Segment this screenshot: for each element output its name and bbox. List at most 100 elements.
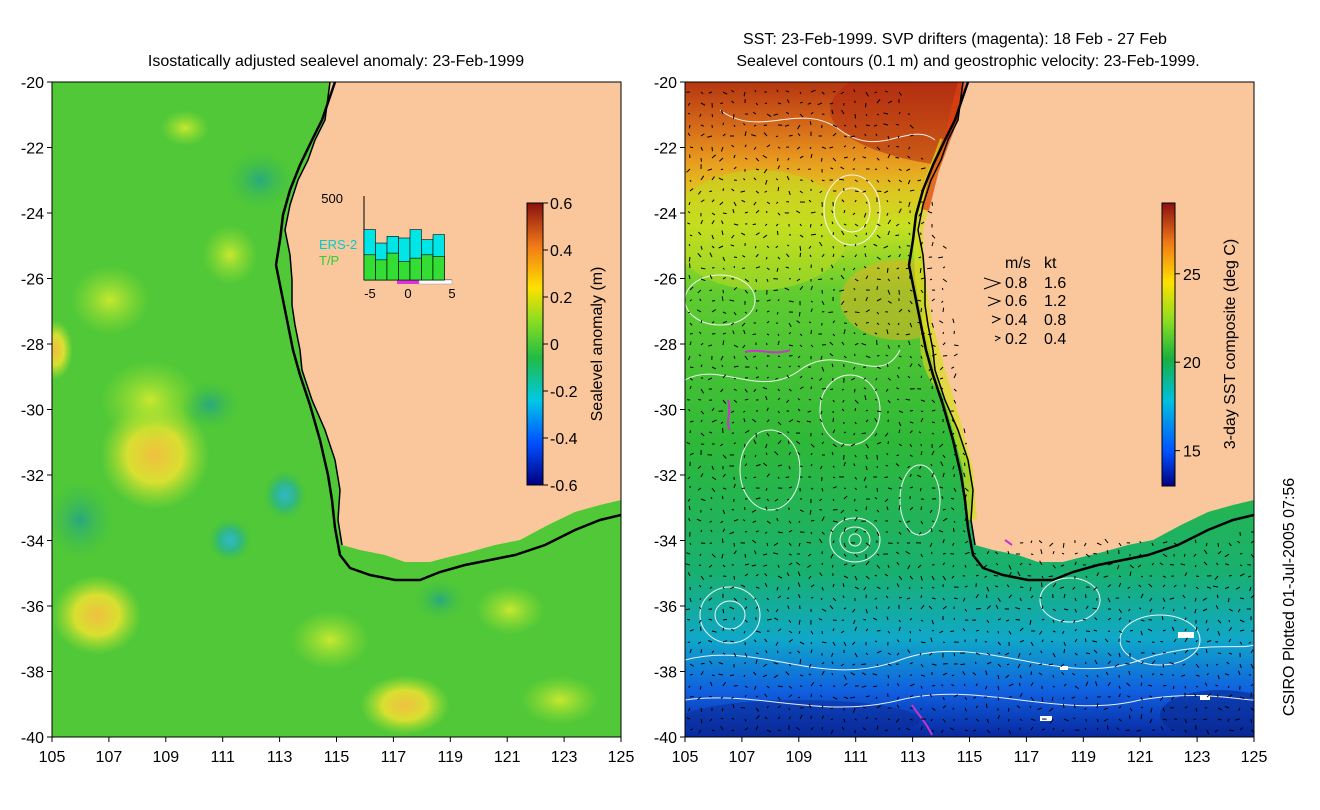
velocity-arrow <box>875 696 878 700</box>
velocity-arrow <box>942 705 947 709</box>
velocity-arrow <box>708 431 713 434</box>
velocity-arrow <box>929 652 933 656</box>
velocity-arrow <box>920 619 924 622</box>
velocity-arrow <box>1183 553 1186 557</box>
velocity-arrow <box>829 102 834 105</box>
velocity-arrow <box>854 718 857 721</box>
velocity-arrow <box>832 443 837 448</box>
lon-tick-label: 125 <box>608 749 635 766</box>
velocity-arrow <box>810 386 813 390</box>
velocity-arrow <box>818 538 823 544</box>
velocity-arrow <box>886 616 889 621</box>
velocity-arrow <box>1019 640 1024 643</box>
velocity-arrow <box>1107 562 1113 566</box>
velocity-arrow <box>920 307 923 313</box>
velocity-arrow <box>699 597 702 601</box>
lat-tick-label: -32 <box>21 468 44 485</box>
lon-tick-label: 107 <box>729 749 756 766</box>
velocity-arrow <box>843 156 848 159</box>
velocity-arrow <box>886 212 889 216</box>
velocity-arrow <box>830 718 834 721</box>
velocity-arrow <box>1008 630 1012 635</box>
velocity-arrow <box>821 179 825 182</box>
velocity-arrow <box>755 366 758 370</box>
velocity-arrow <box>1238 707 1241 711</box>
velocity-arrow <box>732 330 735 335</box>
velocity-arrow <box>909 421 914 424</box>
velocity-arrow <box>906 727 911 731</box>
velocity-arrow <box>718 662 724 665</box>
velocity-arrow <box>909 607 913 610</box>
velocity-arrow <box>808 703 812 709</box>
velocity-arrow <box>952 465 955 470</box>
velocity-arrow <box>876 553 880 556</box>
velocity-arrow <box>854 342 859 346</box>
velocity-arrow <box>773 113 779 116</box>
velocity-arrow <box>730 322 735 326</box>
velocity-arrow <box>710 508 713 511</box>
velocity-arrow <box>920 241 923 247</box>
velocity-arrow <box>887 255 892 258</box>
velocity-arrow <box>821 432 824 436</box>
velocity-arrow <box>1151 652 1155 655</box>
velocity-arrow <box>1140 619 1145 622</box>
velocity-arrow <box>774 451 779 456</box>
velocity-arrow <box>863 245 867 248</box>
velocity-arrow <box>1162 606 1165 610</box>
velocity-arrow <box>1030 595 1034 599</box>
velocity-arrow <box>708 640 713 643</box>
velocity-arrow <box>753 550 757 555</box>
velocity-arrow <box>810 487 814 490</box>
velocity-arrow <box>908 232 911 236</box>
velocity-arrow <box>689 673 693 676</box>
velocity-arrow <box>722 91 728 95</box>
velocity-arrow <box>788 520 792 524</box>
velocity-arrow <box>1194 608 1197 614</box>
velocity-arrow <box>887 606 890 610</box>
velocity-arrow <box>898 619 901 623</box>
velocity-arrow <box>786 99 790 104</box>
velocity-arrow <box>699 331 702 335</box>
velocity-arrow <box>818 618 823 621</box>
velocity-arrow <box>733 483 736 489</box>
velocity-arrow <box>898 208 902 214</box>
velocity-arrow <box>1140 696 1143 701</box>
velocity-arrow <box>788 322 792 328</box>
inset-xtick-right: 5 <box>448 286 455 301</box>
velocity-arrow <box>942 278 948 283</box>
velocity-arrow <box>1237 670 1241 676</box>
velocity-arrow <box>931 575 935 581</box>
velocity-arrow <box>865 575 870 580</box>
velocity-arrow <box>752 539 757 544</box>
lon-tick-label: 119 <box>438 749 464 766</box>
velocity-arrow <box>997 663 1002 668</box>
velocity-arrow <box>1228 619 1231 623</box>
velocity-arrow <box>1074 638 1078 643</box>
velocity-arrow <box>755 715 760 720</box>
velocity-arrow <box>1029 652 1032 656</box>
velocity-arrow <box>718 673 724 676</box>
velocity-arrow <box>719 201 724 206</box>
velocity-arrow <box>754 685 757 690</box>
velocity-arrow <box>687 102 691 106</box>
velocity-arrow <box>777 388 780 392</box>
velocity-arrow <box>898 505 901 511</box>
velocity-arrow <box>931 450 935 456</box>
velocity-arrow <box>709 289 713 292</box>
velocity-arrow <box>711 465 714 470</box>
velocity-arrow <box>841 341 845 346</box>
velocity-arrow <box>796 278 801 282</box>
velocity-arrow <box>810 179 814 183</box>
velocity-arrow <box>721 230 724 236</box>
velocity-arrow <box>975 629 980 632</box>
velocity-arrow <box>907 254 911 258</box>
velocity-arrow <box>885 354 889 357</box>
velocity-arrow <box>839 178 845 181</box>
velocity-arrow <box>920 595 923 599</box>
velocity-arrow <box>931 234 936 239</box>
inset-bar-tp <box>375 259 388 281</box>
velocity-arrow <box>765 395 768 401</box>
velocity-arrow <box>975 718 980 722</box>
velocity-arrow <box>1019 562 1023 566</box>
velocity-arrow <box>909 300 913 305</box>
